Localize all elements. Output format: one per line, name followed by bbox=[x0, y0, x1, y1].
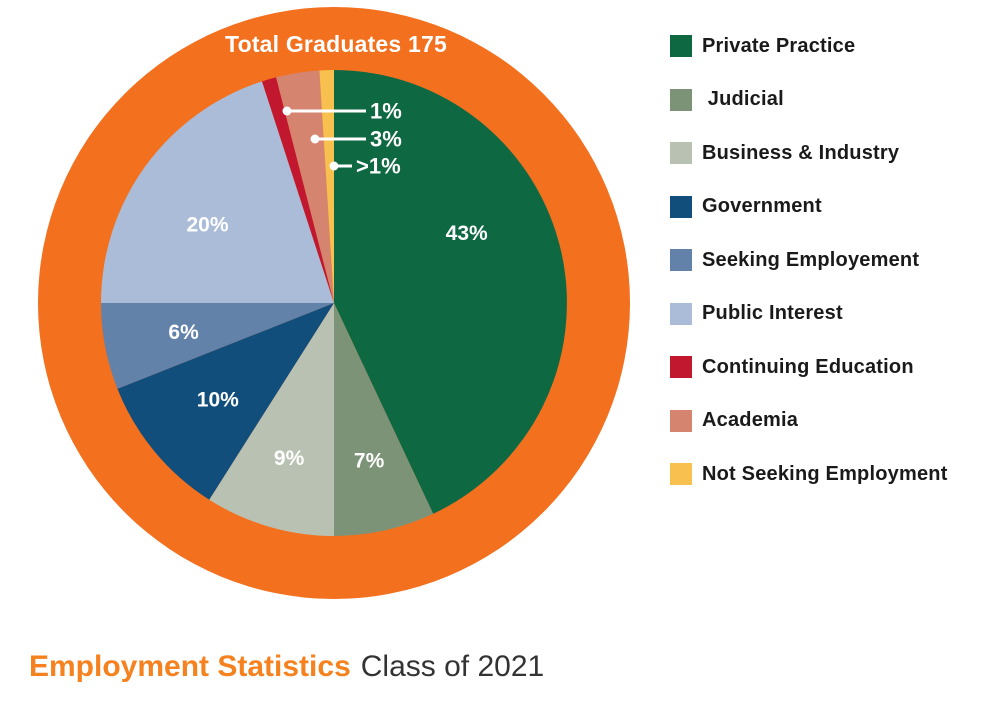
pie-slice-public-interest bbox=[101, 81, 334, 304]
pie-slice-academia bbox=[276, 70, 334, 303]
legend-swatch-judicial bbox=[670, 88, 692, 111]
legend-item-seeking-employement: Seeking Employement bbox=[670, 249, 948, 271]
legend-label-judicial: Judicial bbox=[702, 88, 784, 110]
slice-value-label-seeking-employement: 6% bbox=[168, 321, 199, 344]
legend-item-continuing-education: Continuing Education bbox=[670, 356, 948, 378]
legend: Private Practice Judicial Business & Indu… bbox=[670, 35, 948, 517]
legend-item-academia: Academia bbox=[670, 409, 948, 432]
caption: Employment Statistics Class of 2021 bbox=[29, 650, 544, 684]
pie-slice-seeking-employement bbox=[101, 303, 334, 389]
legend-item-government: Government bbox=[670, 195, 948, 218]
legend-label-continuing-education: Continuing Education bbox=[702, 355, 914, 378]
slice-value-label-private-practice: 43% bbox=[446, 222, 488, 245]
callout-dot-academia bbox=[310, 134, 320, 144]
legend-item-private-practice: Private Practice bbox=[670, 35, 948, 57]
legend-label-academia: Academia bbox=[702, 409, 799, 431]
legend-label-public-interest: Public Interest bbox=[702, 302, 843, 324]
pie-slice-business-industry bbox=[209, 303, 334, 536]
caption-subtitle: Class of 2021 bbox=[360, 650, 545, 683]
legend-item-public-interest: Public Interest bbox=[670, 302, 948, 325]
pie-slice-private-practice bbox=[334, 70, 567, 514]
legend-swatch-continuing-education bbox=[670, 356, 692, 378]
legend-item-business-industry: Business & Industry bbox=[670, 142, 948, 164]
legend-swatch-government bbox=[670, 195, 692, 218]
callout-value-label-continuing-education: 1% bbox=[370, 99, 402, 124]
legend-swatch-private-practice bbox=[670, 35, 692, 57]
legend-swatch-business-industry bbox=[670, 142, 692, 164]
legend-label-business-industry: Business & Industry bbox=[702, 141, 900, 164]
slice-value-label-judicial: 7% bbox=[354, 449, 385, 472]
pie-slice-government bbox=[117, 303, 335, 500]
callout-dot-not-seeking-employment bbox=[329, 161, 339, 171]
legend-label-not-seeking-employment: Not Seeking Employment bbox=[702, 462, 948, 485]
legend-item-judicial: Judicial bbox=[670, 88, 948, 111]
slice-value-label-business-industry: 9% bbox=[274, 447, 305, 470]
legend-swatch-seeking-employement bbox=[670, 249, 692, 271]
legend-swatch-academia bbox=[670, 409, 692, 432]
legend-label-government: Government bbox=[702, 195, 822, 217]
callout-dot-continuing-education bbox=[282, 106, 292, 116]
slice-value-label-government: 10% bbox=[197, 388, 239, 411]
slice-value-label-public-interest: 20% bbox=[186, 213, 228, 236]
legend-label-private-practice: Private Practice bbox=[702, 34, 856, 57]
legend-label-seeking-employement: Seeking Employement bbox=[702, 248, 920, 271]
pie-slice-not-seeking-employment bbox=[319, 70, 334, 303]
callout-value-label-not-seeking-employment: >1% bbox=[356, 154, 401, 179]
callout-value-label-academia: 3% bbox=[370, 127, 402, 152]
total-graduates-label: Total Graduates 175 bbox=[225, 31, 447, 57]
caption-title: Employment Statistics bbox=[29, 650, 351, 683]
legend-item-not-seeking-employment: Not Seeking Employment bbox=[670, 463, 948, 485]
pie-slice-continuing-education bbox=[262, 77, 334, 303]
pie-slice-judicial bbox=[334, 303, 434, 536]
legend-swatch-not-seeking-employment bbox=[670, 463, 692, 485]
legend-swatch-public-interest bbox=[670, 302, 692, 325]
